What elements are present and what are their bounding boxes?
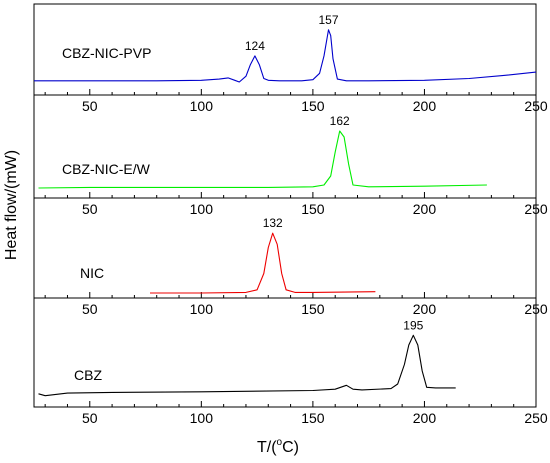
peak-label: 132: [263, 216, 283, 230]
series-label: CBZ: [74, 367, 102, 383]
x-tick-label: 150: [301, 98, 325, 114]
series-label: CBZ-NIC-PVP: [62, 45, 151, 61]
x-tick-label: 50: [82, 98, 98, 114]
peak-label: 195: [403, 318, 423, 332]
x-tick-label: 100: [190, 98, 214, 114]
panel-4: 50 100 150 200 250 CBZ 195: [33, 297, 548, 426]
series-line: [34, 29, 537, 83]
x-axis-title: T/(oC): [257, 437, 299, 456]
x-tick-label: 50: [82, 410, 98, 426]
x-tick-label: 50: [82, 301, 98, 317]
x-tick-label: 150: [301, 301, 325, 317]
series-line: [150, 232, 376, 294]
x-tick-label: 200: [413, 98, 437, 114]
x-tick-label: 200: [413, 410, 437, 426]
x-tick-label: 150: [301, 410, 325, 426]
series-label: NIC: [80, 265, 104, 281]
panel-frame: [33, 94, 537, 199]
panel-frame: [33, 297, 537, 408]
x-tick-label: 100: [190, 201, 214, 217]
peak-label: 162: [330, 114, 350, 128]
x-tick-label: 100: [190, 301, 214, 317]
panel-frame: [33, 197, 537, 299]
panels: 50 100 150 200 250 CBZ-NIC-PVP 124 157 50 100 150 2…: [33, 3, 548, 426]
peak-label: 124: [245, 39, 265, 53]
x-tick-label: 200: [413, 201, 437, 217]
peak-label: 157: [318, 13, 338, 27]
x-tick-label: 100: [190, 410, 214, 426]
y-axis-title: Heat flow/(mW): [3, 150, 20, 260]
x-tick-label: 200: [413, 301, 437, 317]
series-line: [38, 130, 487, 189]
series-line: [38, 334, 456, 397]
x-tick-label: 50: [82, 201, 98, 217]
series-label: CBZ-NIC-E/W: [62, 161, 151, 177]
x-tick-label: 150: [301, 201, 325, 217]
x-tick-label: 250: [524, 410, 548, 426]
